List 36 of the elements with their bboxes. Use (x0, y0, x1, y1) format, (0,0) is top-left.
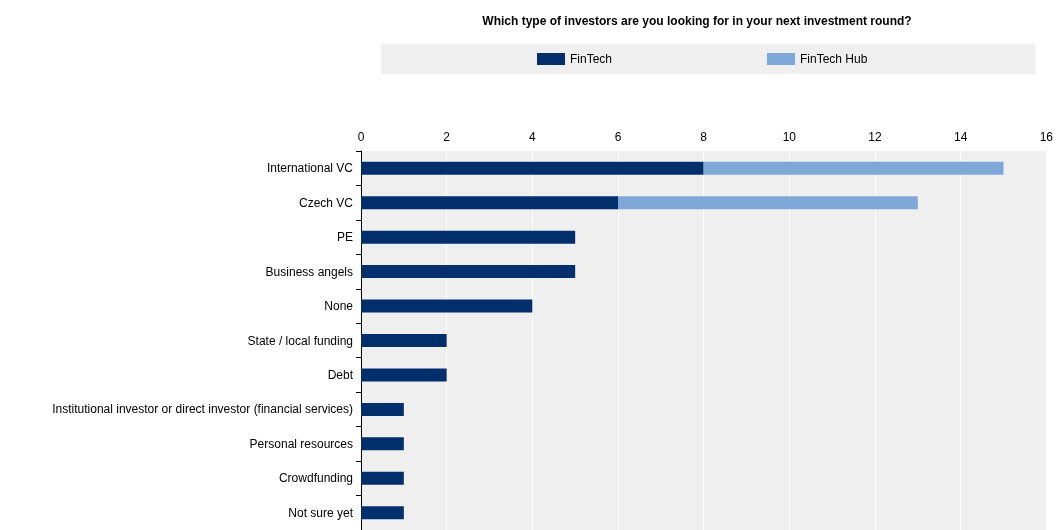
y-tick-label: International VC (266, 161, 354, 176)
bar (361, 368, 447, 382)
x-tick-label: 16 (1039, 130, 1054, 144)
x-tick-label: 6 (614, 130, 622, 144)
x-tick-label: 10 (782, 130, 797, 144)
bar (361, 299, 533, 313)
y-tick-label: None (324, 299, 354, 314)
x-tick-label: 2 (443, 130, 451, 144)
bar (361, 334, 447, 347)
bar (361, 196, 618, 210)
x-tick-label: 14 (953, 130, 968, 144)
legend-label: FinTech (570, 52, 613, 66)
y-tick-label: PE (336, 230, 353, 245)
bar (361, 506, 404, 520)
y-tick-label: Czech VC (298, 195, 354, 210)
y-tick-label: Institutional investor or direct investor (financial services) (52, 402, 353, 417)
y-tick-label: Personal resources (249, 436, 353, 451)
y-tick-label: Business angels (265, 264, 353, 279)
bar (703, 161, 1004, 175)
bar (361, 230, 576, 244)
x-tick-label: 4 (528, 130, 536, 144)
bar (361, 402, 404, 416)
bar (361, 161, 704, 175)
bar (361, 437, 404, 451)
bar (361, 471, 404, 485)
bar (618, 196, 918, 210)
x-tick-label: 0 (357, 130, 365, 144)
bar (361, 265, 576, 279)
legend-label: FinTech Hub (800, 52, 868, 66)
chart-title: Which type of investors are you looking for in your next investment round? (482, 14, 912, 28)
y-tick-label: State / local funding (247, 333, 353, 348)
y-tick-label: Crowdfunding (278, 471, 353, 486)
x-tick-label: 12 (868, 130, 882, 144)
x-tick-label: 8 (700, 130, 708, 144)
y-tick-label: Debt (327, 367, 354, 382)
y-tick-label: Not sure yet (288, 505, 354, 520)
